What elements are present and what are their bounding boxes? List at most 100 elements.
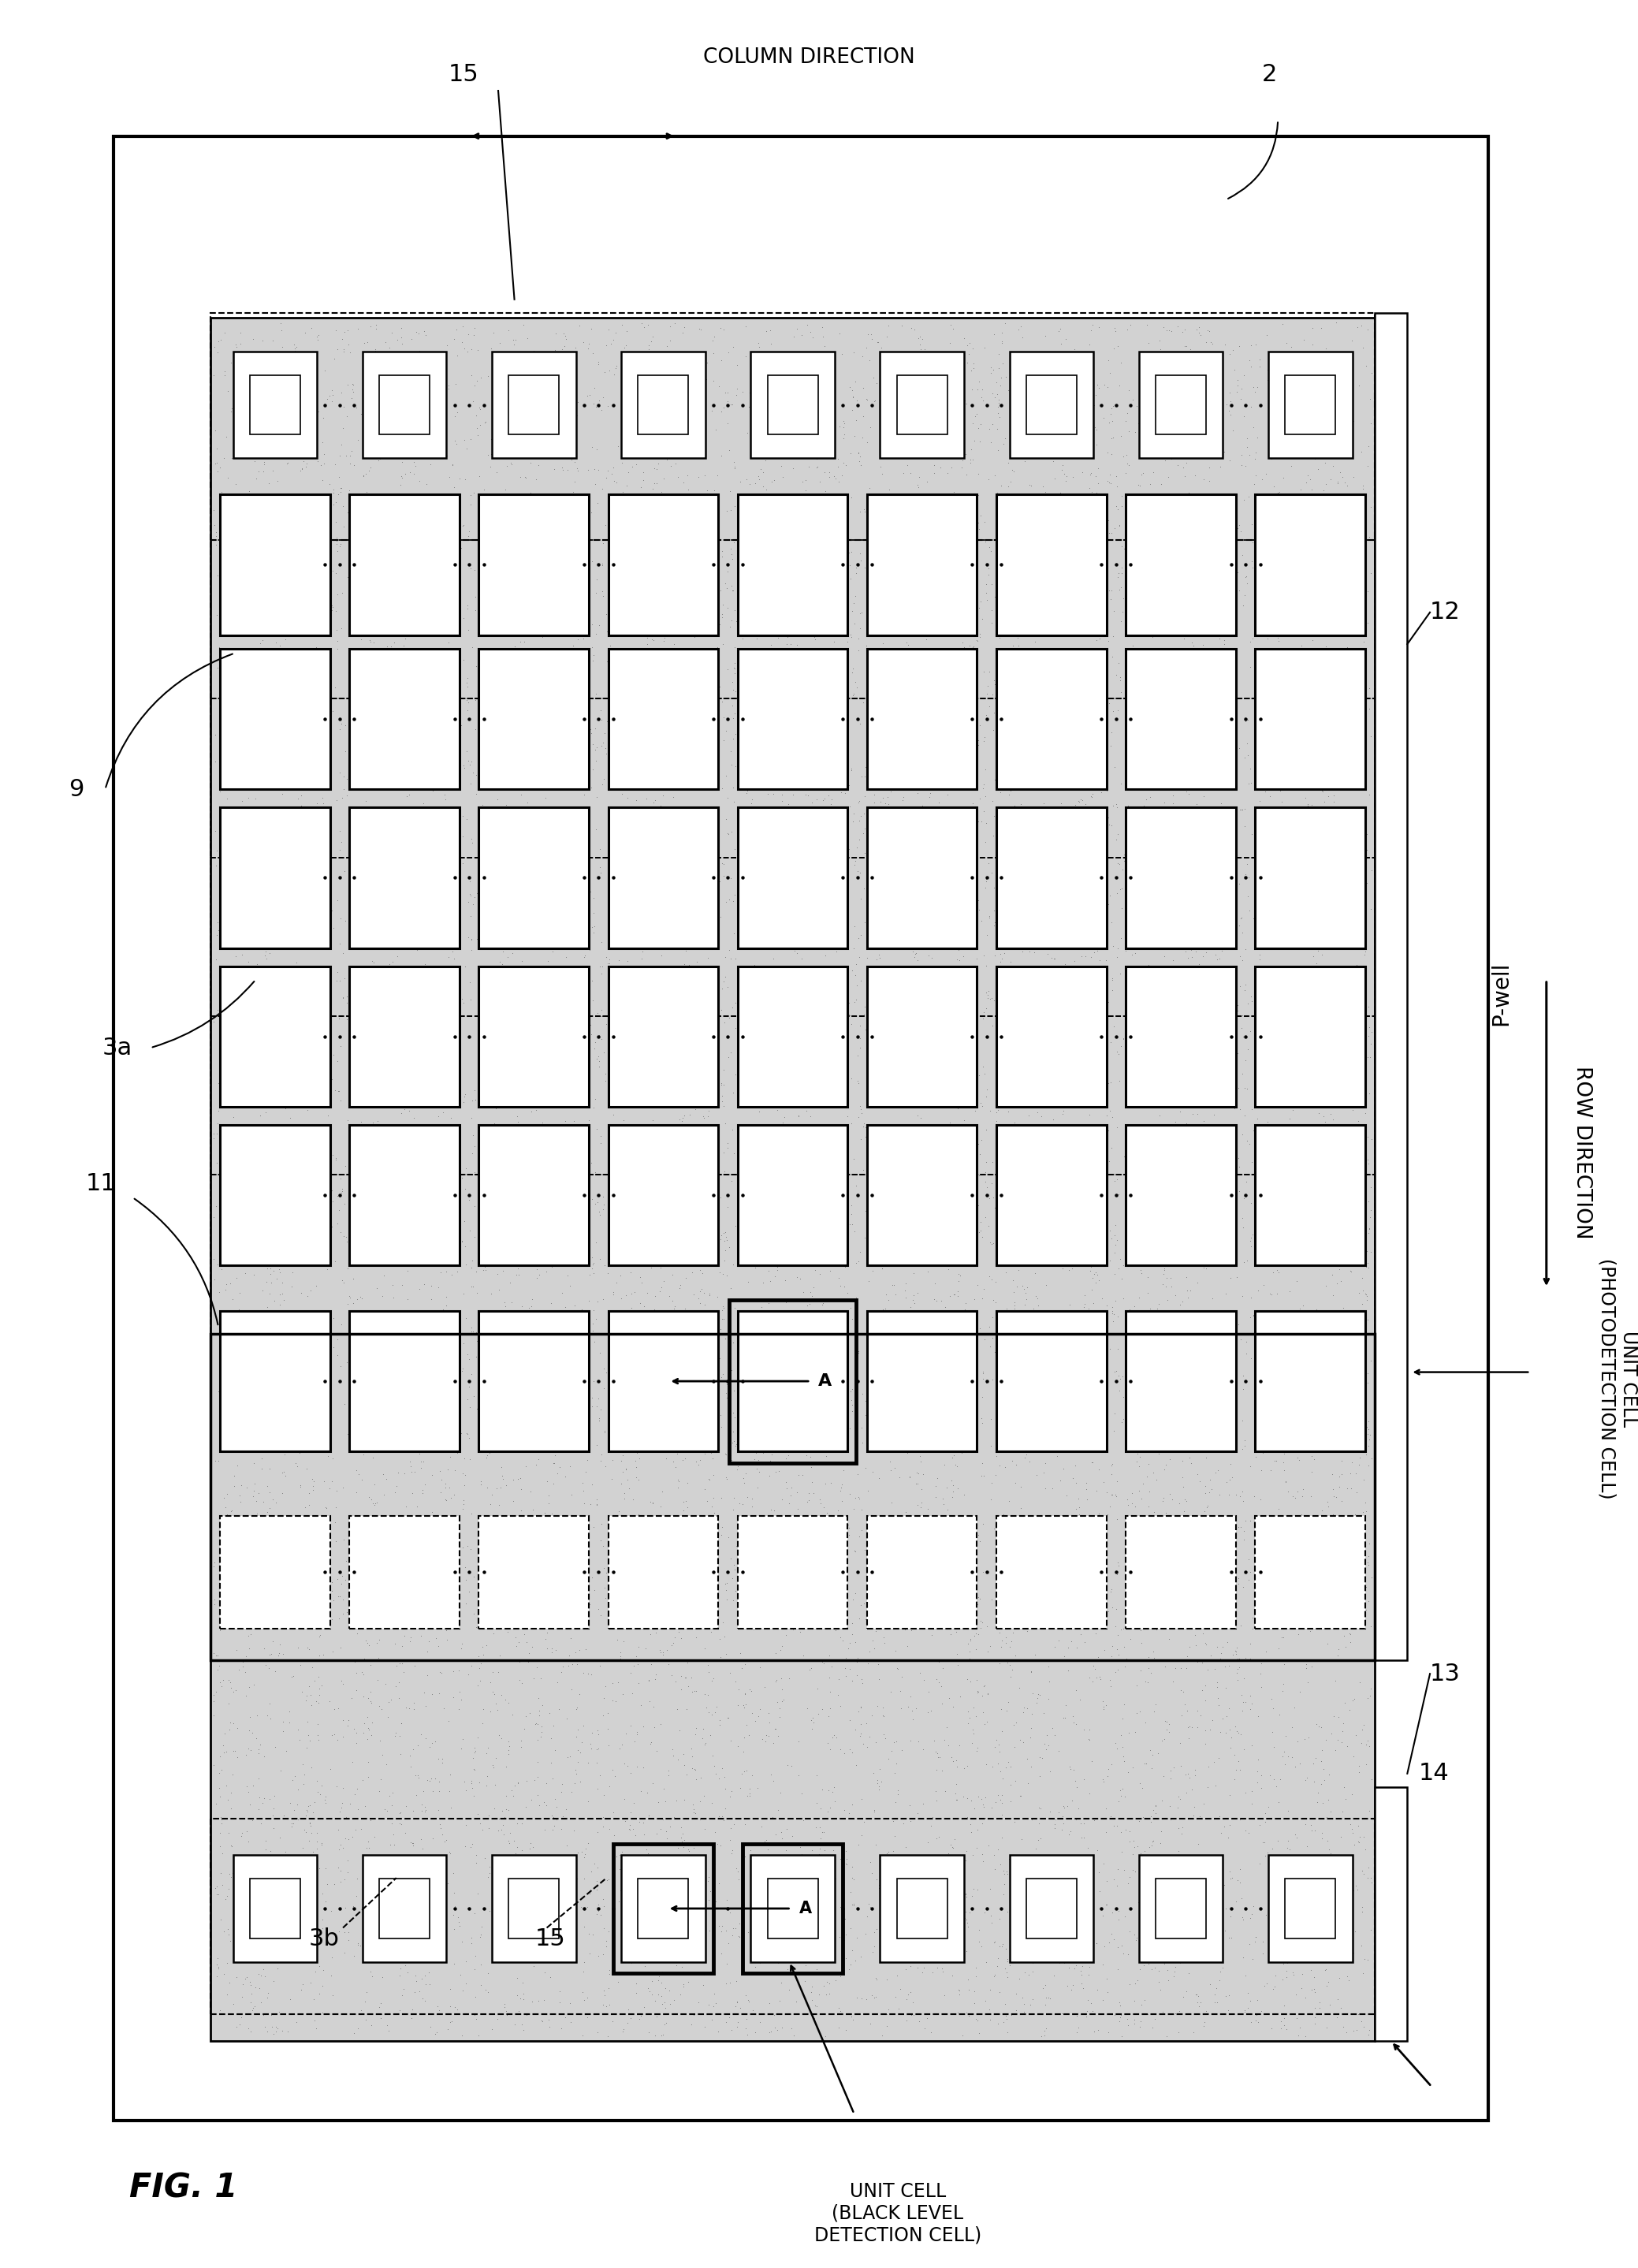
Point [1274,1018,1301,1055]
Point [1158,1259,1184,1295]
Point [745,1093,771,1129]
Point [280,848,306,885]
Point [650,1637,676,1674]
Point [1106,1177,1132,1213]
Point [267,1002,293,1039]
Point [1191,832,1217,869]
Point [257,1635,283,1672]
Point [303,318,329,354]
Point [804,492,830,528]
Point [1122,934,1148,971]
Point [1197,408,1224,445]
Point [704,1150,731,1186]
Point [1191,1492,1217,1529]
Point [832,406,858,442]
Point [804,1576,830,1613]
Point [459,1136,485,1173]
Point [318,587,344,624]
Point [221,1458,247,1495]
Point [614,1347,640,1383]
Point [1214,1329,1240,1365]
Point [550,1077,577,1114]
Point [581,1293,608,1329]
Point [1011,1225,1037,1261]
Point [282,374,308,411]
Point [778,1356,804,1393]
Point [747,1136,773,1173]
Point [292,610,318,646]
Point [1281,1935,1307,1971]
Point [1125,714,1152,751]
Point [347,1928,373,1964]
Point [996,1647,1022,1683]
Point [704,1340,731,1377]
Point [1097,1331,1124,1368]
Point [627,1012,654,1048]
Point [1247,1034,1273,1070]
Point [776,1535,803,1572]
Point [994,1685,1020,1721]
Point [367,898,393,934]
Point [1129,1651,1155,1687]
Point [1078,1080,1104,1116]
Point [1171,798,1197,835]
Point [1247,782,1273,819]
Point [1263,633,1289,669]
Point [1047,1622,1073,1658]
Point [234,1186,260,1222]
Point [1350,506,1376,542]
Point [1073,1844,1099,1880]
Point [1099,390,1125,426]
Point [475,1730,501,1767]
Point [337,438,364,474]
Bar [491,1855,577,1962]
Point [840,651,867,687]
Point [621,1365,647,1402]
Point [1153,1259,1179,1295]
Point [968,1610,994,1647]
Point [609,1166,636,1202]
Point [518,408,544,445]
Point [252,1535,278,1572]
Point [591,1370,618,1406]
Point [732,640,758,676]
Point [740,1179,767,1216]
Point [1273,891,1299,928]
Point [937,1336,963,1372]
Point [1292,1154,1319,1191]
Point [249,1057,275,1093]
Point [324,576,351,612]
Point [821,1114,847,1150]
Point [649,1132,675,1168]
Point [686,1293,713,1329]
Point [441,1588,467,1624]
Point [1016,1957,1042,1994]
Point [883,1506,909,1542]
Point [595,1862,621,1898]
Point [673,1660,699,1696]
Point [580,1254,606,1290]
Point [912,1361,939,1397]
Point [293,1678,319,1715]
Point [260,1796,287,1833]
Point [844,1644,870,1681]
Point [647,1488,673,1524]
Point [410,1830,436,1867]
Point [1191,1615,1217,1651]
Point [539,934,565,971]
Point [1191,996,1217,1032]
Point [215,1232,241,1268]
Point [722,1910,749,1946]
Point [1111,1685,1137,1721]
Point [262,866,288,903]
Point [893,1867,919,1903]
Point [701,1370,727,1406]
Point [1212,1510,1238,1547]
Point [735,855,762,891]
Point [1122,730,1148,767]
Point [925,1665,952,1701]
Point [717,1422,744,1458]
Point [400,565,426,601]
Point [993,959,1019,996]
Point [911,1662,937,1699]
